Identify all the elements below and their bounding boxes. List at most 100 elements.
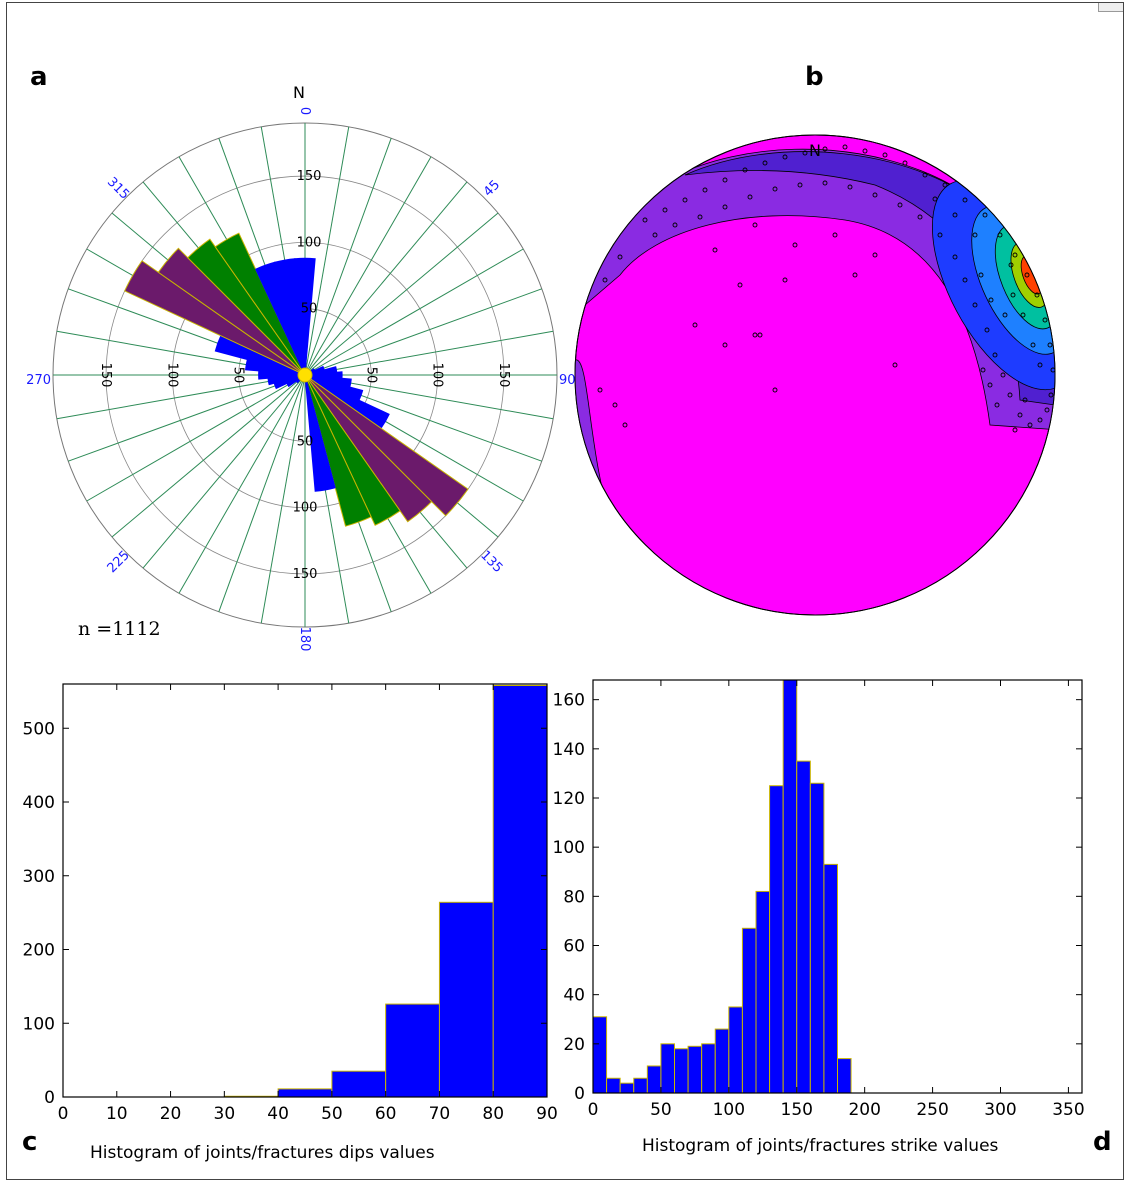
pole-point xyxy=(962,197,968,203)
pole-point xyxy=(702,187,708,193)
pole-point xyxy=(737,282,743,288)
pole-point xyxy=(937,232,943,238)
pole-point xyxy=(902,160,908,166)
rose-spoke xyxy=(142,374,306,569)
pole-point xyxy=(652,232,658,238)
y-tick-label: 100 xyxy=(23,1014,55,1034)
pole-point xyxy=(822,180,828,186)
rose-radial-tick-label: 150 xyxy=(297,169,322,184)
pole-point xyxy=(1037,362,1043,368)
histogram-bar xyxy=(837,1058,852,1094)
rose-spoke xyxy=(304,181,468,376)
rose-petal xyxy=(214,232,306,376)
rose-radial-tick-label: 100 xyxy=(293,501,318,516)
rose-petal xyxy=(304,374,336,492)
rose-spoke xyxy=(304,212,499,376)
pole-point xyxy=(992,352,998,358)
histogram-bar xyxy=(823,863,838,1094)
rose-center xyxy=(297,367,313,383)
rose-spoke xyxy=(304,156,432,376)
pole-point xyxy=(782,277,788,283)
pole-point xyxy=(1047,342,1053,348)
pole-point xyxy=(872,252,878,258)
rose-azimuth-label: 315 xyxy=(104,175,132,203)
pole-point xyxy=(752,332,758,338)
dips-histogram-caption: Histogram of joints/fractures dips value… xyxy=(90,1143,435,1163)
pole-point xyxy=(978,272,984,278)
pole-point xyxy=(872,192,878,198)
pole-point xyxy=(742,167,748,173)
x-tick-label: 350 xyxy=(1052,1100,1084,1120)
rose-spoke xyxy=(68,374,306,462)
rose-azimuth-label: 45 xyxy=(481,178,503,200)
plot-frame xyxy=(592,679,1083,1094)
pole-point xyxy=(757,332,763,338)
pole-point xyxy=(1010,292,1016,298)
rose-petal xyxy=(187,238,306,376)
panel-label-b: b xyxy=(805,62,824,92)
pole-point xyxy=(772,387,778,393)
pole-point xyxy=(980,367,986,373)
rose-radial-tick-label: 100 xyxy=(430,363,445,388)
x-tick-label: 10 xyxy=(106,1104,128,1120)
x-tick-label: 200 xyxy=(848,1100,880,1120)
histogram-bar xyxy=(674,1048,689,1094)
y-tick-label: 20 xyxy=(563,1035,585,1055)
histogram-bar xyxy=(633,1077,648,1094)
histogram-bar xyxy=(728,1006,743,1094)
rose-radial-tick-label: 50 xyxy=(231,367,246,384)
pole-point xyxy=(882,152,888,158)
pole-point xyxy=(988,297,994,303)
pole-point xyxy=(1020,312,1026,318)
pole-point xyxy=(762,160,768,166)
x-tick-label: 100 xyxy=(713,1100,745,1120)
stereonet-north-label: N xyxy=(809,141,821,160)
rose-spoke xyxy=(86,374,306,502)
x-tick-label: 250 xyxy=(916,1100,948,1120)
rose-azimuth-label: 270 xyxy=(26,373,51,388)
rose-radial-tick-label: 50 xyxy=(297,434,314,449)
pole-point xyxy=(1007,392,1013,398)
x-tick-label: 0 xyxy=(58,1104,69,1120)
pole-point xyxy=(1002,312,1008,318)
rose-spoke xyxy=(304,288,542,376)
pole-point xyxy=(712,247,718,253)
histogram-bar xyxy=(606,1077,621,1094)
pole-point xyxy=(797,182,803,188)
pole-point xyxy=(722,204,728,210)
pole-point xyxy=(747,194,753,200)
pole-point xyxy=(1008,262,1014,268)
histogram-bar xyxy=(331,1070,387,1098)
pole-point xyxy=(1027,422,1033,428)
histogram-bar xyxy=(646,1065,662,1094)
pole-point xyxy=(952,254,958,260)
pole-point xyxy=(612,402,618,408)
pole-point xyxy=(792,242,798,248)
rose-radial-tick-label: 150 xyxy=(98,363,113,388)
histogram-bar xyxy=(796,760,811,1094)
pole-point xyxy=(782,154,788,160)
rose-spoke xyxy=(304,248,524,376)
pole-point xyxy=(697,214,703,220)
rose-spoke xyxy=(56,374,306,420)
x-tick-label: 40 xyxy=(267,1104,289,1120)
y-tick-label: 100 xyxy=(553,838,585,858)
rose-spoke xyxy=(111,374,306,538)
pole-point xyxy=(722,177,728,183)
rose-azimuth-label: 225 xyxy=(105,548,133,576)
y-tick-label: 140 xyxy=(553,740,585,760)
histogram-bar xyxy=(438,901,494,1098)
pole-point xyxy=(952,212,958,218)
rose-petal xyxy=(304,374,401,526)
x-tick-label: 50 xyxy=(650,1100,672,1120)
y-tick-label: 160 xyxy=(553,691,585,711)
rose-azimuth-label: 135 xyxy=(477,548,505,576)
pole-point xyxy=(997,232,1003,238)
x-tick-label: 300 xyxy=(984,1100,1016,1120)
x-tick-label: 80 xyxy=(482,1104,504,1120)
corner-tab xyxy=(1098,3,1123,12)
stereonet-plot: N xyxy=(574,134,1056,616)
pole-point xyxy=(994,402,1000,408)
pole-point xyxy=(692,322,698,328)
rose-petal xyxy=(157,247,306,376)
